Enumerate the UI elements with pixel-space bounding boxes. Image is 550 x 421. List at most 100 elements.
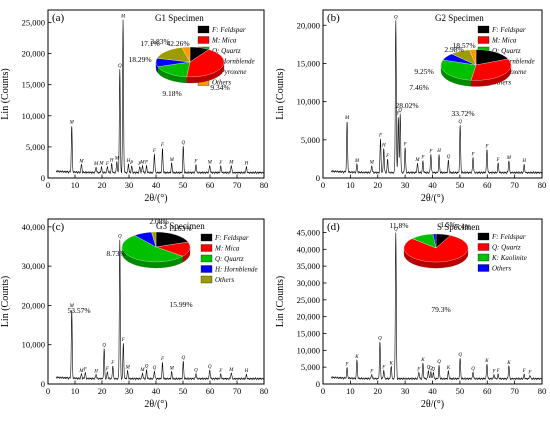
x-tick-label: 0 <box>46 386 50 396</box>
pie-slice <box>470 58 512 81</box>
peak-label: M <box>207 160 213 165</box>
peak-label: Q <box>194 369 198 374</box>
panel-title: G2 Specimen <box>435 13 484 23</box>
x-tick-label: 50 <box>456 180 465 190</box>
y-tick-label: 20,000 <box>22 49 45 59</box>
peak-label: F <box>396 112 401 117</box>
panel-title: S Specimen <box>437 222 480 232</box>
pie-slice <box>475 49 509 66</box>
legend-entry: F: Feldspar <box>211 26 246 34</box>
legend-swatch <box>477 36 490 44</box>
plot-frame <box>322 9 543 179</box>
legend-entry: Q: Quartz <box>212 47 241 55</box>
peak-label: M <box>354 159 360 164</box>
peak-label: Q <box>429 366 433 371</box>
xrd-trace <box>330 20 542 175</box>
peak-label: M <box>78 159 84 164</box>
y-tick-label: 5,000 <box>301 362 320 372</box>
peak-label: K <box>484 359 489 364</box>
legend-entry: Others <box>212 79 231 87</box>
pie-slice <box>403 235 469 263</box>
pie-slice <box>432 233 437 249</box>
peak-label: H <box>381 143 386 148</box>
pie-percent-label: 1.5% <box>440 220 456 229</box>
x-tick-label: 10 <box>71 180 80 190</box>
panel-title: G1 Specimen <box>155 13 204 23</box>
peak-label: F <box>378 134 383 139</box>
y-tick-label: 20,000 <box>297 312 320 322</box>
y-tick-label: 0 <box>41 379 45 389</box>
peak-label: M <box>98 162 104 167</box>
panel-label: (c) <box>52 221 65 233</box>
x-tick-label: 20 <box>374 386 383 396</box>
x-tick-label: 30 <box>401 180 410 190</box>
peak-label: F <box>218 369 223 374</box>
peak-label: Q <box>458 120 462 125</box>
xrd-panel: 0 10 20 30 40 50 60 70 80 0 10,000 20,000 30,000 40,0… <box>0 217 268 410</box>
pie-percent-label: 8.73% <box>106 249 125 258</box>
pie-slice <box>181 46 191 63</box>
y-tick-label: 45,000 <box>297 227 320 237</box>
peak-label: K <box>446 366 451 371</box>
legend-entry: H: Hornblende <box>491 58 535 66</box>
pie-slice <box>151 231 157 248</box>
peak-label: F <box>403 142 408 147</box>
peak-label: Q <box>394 228 398 233</box>
pie-percent-label: 3.83% <box>150 37 169 46</box>
peak-label: Q <box>181 356 185 361</box>
legend-entry: M: Mica <box>491 37 517 45</box>
y-tick-label: 20,000 <box>22 300 45 310</box>
y-tick-label: 0 <box>41 173 45 183</box>
peak-label: M <box>120 15 126 20</box>
x-tick-label: 60 <box>483 180 492 190</box>
legend-entry: F: Feldspar <box>491 26 526 34</box>
legend-entry: H: Hornblende <box>211 58 255 66</box>
x-tick-label: 30 <box>125 180 134 190</box>
legend-entry: P: Pyroxene <box>211 68 247 76</box>
y-tick-label: 25,000 <box>297 295 320 305</box>
peak-label: K <box>420 358 425 363</box>
pie-percent-label: 7.46% <box>409 83 428 92</box>
pie-slice <box>157 61 191 78</box>
panel-label: (d) <box>327 221 340 233</box>
peak-label: F <box>345 362 350 367</box>
x-tick-label: 60 <box>483 386 492 396</box>
peak-label: H <box>244 161 249 166</box>
legend-entry: Q: Quartz <box>215 255 244 263</box>
peak-label: F <box>381 365 386 370</box>
x-tick-label: 40 <box>428 386 437 396</box>
legend-swatch <box>477 253 490 262</box>
peak-label: M <box>414 158 420 163</box>
x-tick-label: 70 <box>233 386 242 396</box>
peak-label: P <box>129 161 133 166</box>
peak-label: F <box>193 160 198 165</box>
peak-label: K <box>388 362 393 367</box>
peak-label: F <box>416 367 421 372</box>
peak-label: F <box>144 160 149 165</box>
legend-swatch <box>200 265 213 273</box>
peak-label: F <box>420 156 425 161</box>
peak-label: Q <box>394 15 398 20</box>
legend-entry: H: Hornblende <box>214 266 258 274</box>
peak-label: Q <box>378 336 382 341</box>
x-tick-label: 20 <box>98 386 107 396</box>
pie-slice <box>121 235 184 263</box>
peak-label: F <box>83 368 88 373</box>
pie-percent-label: 9.34% <box>210 83 229 92</box>
y-tick-label: 10,000 <box>22 111 45 121</box>
y-tick-label: 25,000 <box>22 17 45 27</box>
y-tick-label: 15,000 <box>297 328 320 338</box>
peak-label: M <box>169 158 175 163</box>
peak-label: H <box>436 149 441 154</box>
legend-swatch <box>477 232 490 241</box>
x-tick-label: 20 <box>98 180 107 190</box>
peak-label: M <box>69 304 75 309</box>
x-tick-label: 60 <box>206 180 215 190</box>
x-tick-label: 0 <box>321 180 325 190</box>
legend-entry: F: Feldspar <box>214 234 249 242</box>
x-tick-label: 80 <box>260 180 269 190</box>
y-tick-label: 5,000 <box>301 135 320 145</box>
peak-label: Q <box>181 141 185 146</box>
peak-label: Q <box>458 353 462 358</box>
